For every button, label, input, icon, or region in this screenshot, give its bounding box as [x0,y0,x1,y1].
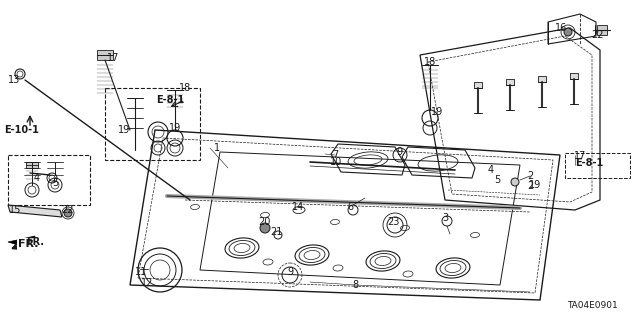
Text: 2: 2 [527,171,533,181]
Text: FR.: FR. [18,239,38,249]
Bar [8,155,90,205]
Text: TA04E0901: TA04E0901 [566,300,618,309]
Text: 5: 5 [52,178,58,188]
Bar [105,88,200,160]
Text: 7: 7 [332,150,338,160]
Text: 19: 19 [431,107,443,117]
Circle shape [564,28,572,36]
Text: 12: 12 [141,278,153,288]
Text: E-8-1: E-8-1 [575,158,603,168]
Bar [597,25,607,35]
Text: 18: 18 [179,83,191,93]
Text: 18: 18 [424,57,436,67]
Bar [565,153,630,178]
Text: 1: 1 [214,143,220,153]
Polygon shape [8,236,35,250]
Text: 23: 23 [387,217,399,227]
Text: 14: 14 [292,202,304,212]
Circle shape [260,223,270,233]
Text: E-10-1: E-10-1 [4,125,40,135]
Text: 5: 5 [494,175,500,185]
Text: 10: 10 [330,157,342,167]
Text: 17: 17 [574,151,586,161]
Bar [474,82,482,88]
Text: 16: 16 [555,23,567,33]
Text: 4: 4 [488,165,494,175]
Text: 2: 2 [527,181,533,191]
Text: 19: 19 [529,180,541,190]
Polygon shape [8,205,62,217]
Text: 11: 11 [135,267,147,277]
Bar [26,162,38,168]
Text: 8: 8 [352,280,358,290]
Text: 9: 9 [396,147,402,157]
Bar [506,79,514,85]
Text: E-8-1: E-8-1 [156,95,184,105]
Circle shape [511,178,519,186]
Text: 22: 22 [591,30,604,40]
Text: 21: 21 [270,227,282,237]
Text: 3: 3 [442,213,448,223]
Bar [97,50,113,60]
Text: 20: 20 [258,217,270,227]
Text: 4: 4 [34,173,40,183]
Bar [570,73,578,79]
Text: 13: 13 [8,75,20,85]
Text: 19: 19 [169,123,181,133]
Bar [538,76,546,82]
Circle shape [64,209,72,217]
Text: 6: 6 [347,202,353,212]
Text: FR.: FR. [26,237,44,247]
Text: 9: 9 [287,267,293,277]
Text: 22: 22 [61,205,73,215]
Text: 17: 17 [107,53,119,63]
Text: 15: 15 [9,205,21,215]
Text: 19: 19 [118,125,130,135]
